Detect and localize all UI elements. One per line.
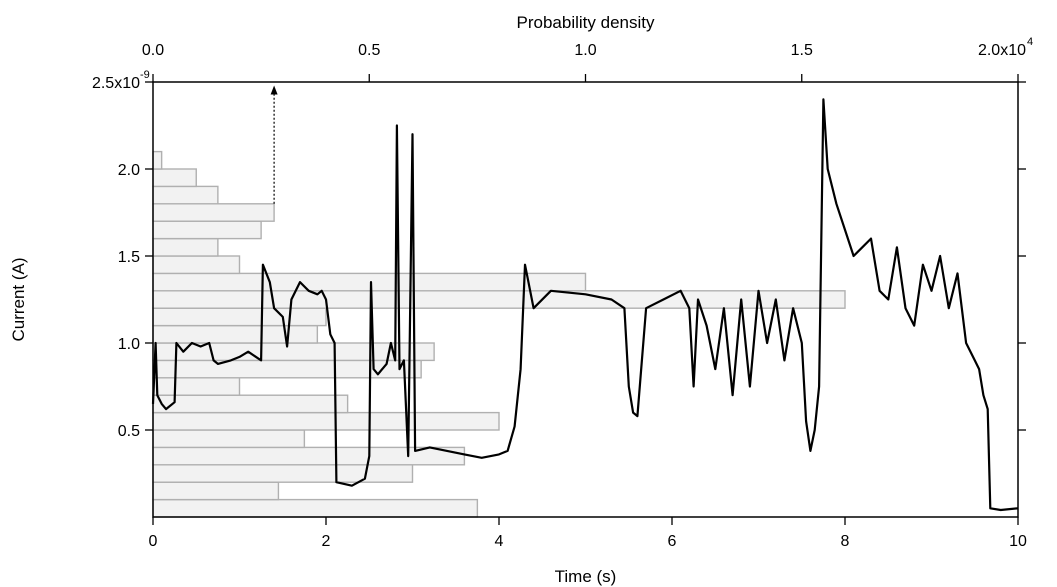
x2-axis: 0.0 0.5 1.0 1.5 2.0x10 4: [142, 36, 1033, 82]
x-axis: 0 2 4 6 8 10: [149, 517, 1027, 550]
y-tick-label: 0.5: [118, 423, 140, 440]
x-axis-label: Time (s): [555, 567, 617, 586]
histogram-bar: [152, 307, 327, 327]
x2-tick-label: 1.5: [791, 42, 813, 59]
y-axis: 0.5 1.0 1.5 2.0 2.5x10 -9: [92, 69, 153, 440]
histogram-bar: [152, 220, 262, 240]
histogram-bar: [152, 168, 197, 188]
x2-exponent: 4: [1027, 36, 1033, 48]
histogram-bar: [152, 411, 500, 431]
y-tick-label: 2.0: [118, 162, 140, 179]
histogram-bar: [152, 481, 280, 501]
y-axis-label: Current (A): [9, 257, 28, 341]
y-exponent: -9: [140, 69, 150, 81]
histogram-bar: [152, 203, 275, 222]
histogram-bar: [152, 394, 349, 414]
x2-tick-label: 2.0x10: [978, 42, 1026, 59]
y-tick-label: 2.5x10: [92, 75, 140, 92]
histogram-bar: [152, 498, 479, 518]
y-tick-label: 1.0: [118, 336, 140, 353]
histogram-bar: [152, 429, 306, 449]
y-axis-right: [1018, 81, 1026, 431]
histogram-bar: [152, 272, 587, 292]
x2-axis-label: Probability density: [517, 13, 655, 32]
arrow-head: [270, 85, 278, 95]
x2-tick-label: 0.5: [358, 42, 380, 59]
probability-density-histogram: [152, 150, 846, 518]
x2-tick-label: 1.0: [574, 42, 596, 59]
x-tick-label: 8: [841, 533, 850, 550]
current-trace: [151, 98, 1019, 512]
x2-tick-label: 0.0: [142, 42, 164, 59]
histogram-bar: [152, 464, 414, 483]
histogram-bar: [152, 237, 219, 257]
x-tick-label: 10: [1009, 533, 1027, 550]
y-tick-label: 1.5: [118, 249, 140, 266]
histogram-bar: [152, 255, 241, 275]
histogram-bar: [152, 377, 241, 396]
x-tick-label: 2: [322, 533, 331, 550]
x-tick-label: 6: [668, 533, 677, 550]
histogram-bar: [152, 324, 319, 344]
histogram-bar: [152, 185, 219, 205]
trace-line: [151, 98, 1019, 512]
x-tick-label: 0: [149, 533, 158, 550]
histogram-bar: [152, 150, 163, 170]
annotations: [270, 85, 278, 204]
x-tick-label: 4: [495, 533, 504, 550]
